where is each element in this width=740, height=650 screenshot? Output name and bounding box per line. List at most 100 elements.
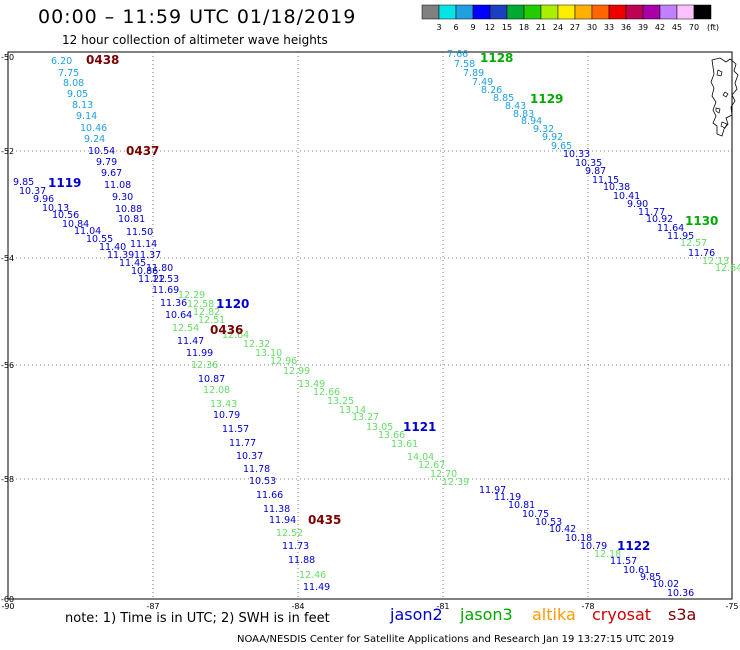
swh-value: 9.24 (84, 134, 105, 145)
swh-value: 10.53 (249, 476, 276, 487)
lon-tick-label: -87 (146, 602, 159, 611)
colorbar-label: 15 (502, 23, 512, 32)
map-subtitle: 12 hour collection of altimeter wave hei… (62, 33, 328, 47)
colorbar-unit: (ft) (707, 23, 719, 32)
swh-value: 10.46 (80, 123, 107, 134)
graticule (8, 52, 732, 599)
swh-value: 9.85 (13, 177, 34, 188)
swh-value: 10.61 (623, 565, 650, 576)
swh-value: 11.39 (107, 250, 134, 261)
swh-value: 8.43 (505, 101, 526, 112)
lon-tick-label: -78 (581, 602, 594, 611)
swh-value: 13.14 (339, 405, 366, 416)
colorbar-swatch (421, 4, 440, 20)
swh-value: 13.66 (378, 430, 405, 441)
swh-value: 12.67 (418, 460, 445, 471)
colorbar-swatch (693, 4, 712, 20)
lon-tick-label: -84 (291, 602, 304, 611)
coastline-patagonia (710, 57, 739, 137)
swh-value: 13.61 (391, 439, 418, 450)
swh-value: 13.10 (255, 348, 282, 359)
satellite-legend-altika: altika (532, 605, 576, 624)
colorbar-label: 24 (553, 23, 563, 32)
swh-value: 10.54 (88, 146, 115, 157)
swh-value: 11.40 (99, 242, 126, 253)
colorbar-label: 39 (638, 23, 648, 32)
footer-note: note: 1) Time is in UTC; 2) SWH is in fe… (65, 611, 330, 626)
swh-value: 11.19 (494, 492, 521, 503)
swh-value: 7.75 (58, 68, 79, 79)
swh-value: 10.64 (165, 310, 192, 321)
swh-tracks: 6.207.758.089.058.139.1410.469.2410.549.… (13, 49, 740, 599)
swh-value: 11.57 (222, 424, 249, 435)
swh-value: 10.35 (575, 158, 602, 169)
swh-value: 8.85 (493, 93, 514, 104)
swh-value: 10.41 (613, 191, 640, 202)
swh-value: 9.67 (101, 168, 122, 179)
colorbar-label: 6 (453, 23, 458, 32)
swh-value: 11.94 (269, 515, 296, 526)
swh-value: 10.42 (549, 524, 576, 535)
swh-value: 12.46 (299, 570, 326, 581)
pass-time-label: 1129 (530, 92, 563, 106)
swh-value: 11.45 (119, 258, 146, 269)
pass-time-label: 1120 (216, 297, 249, 311)
colorbar-swatch (642, 4, 661, 20)
coastline-islands (715, 69, 729, 129)
lon-tick-label: -81 (436, 602, 449, 611)
swh-value: 9.32 (533, 124, 554, 135)
swh-value: 11.80 (146, 263, 173, 274)
pass-time-label: 0436 (210, 323, 243, 337)
pass-time-label: 0437 (126, 144, 159, 158)
swh-value: 12.58 (187, 299, 214, 310)
swh-value: 10.75 (522, 509, 549, 520)
swh-value: 8.83 (513, 109, 534, 120)
colorbar-label: 27 (570, 23, 580, 32)
pass-labels: 0438 0437 1119 0436 1120 0435 1121 1122 1128 1129… (48, 51, 718, 553)
colorbar-label: 9 (470, 23, 475, 32)
swh-value: 8.13 (72, 100, 93, 111)
swh-value: 10.87 (198, 374, 225, 385)
swh-value: 10.37 (19, 186, 46, 197)
swh-value: 10.36 (667, 588, 694, 599)
swh-value: 12.99 (283, 366, 310, 377)
swh-value: 11.76 (688, 248, 715, 259)
colorbar-label: 33 (604, 23, 614, 32)
colorbar: 3 6 9 12 15 18 21 24 27 30 33 36 39 42 45 70 (ft) (421, 4, 719, 32)
colorbar-swatch (540, 4, 559, 20)
swh-value: 10.79 (580, 541, 607, 552)
pass-time-label: 0438 (86, 53, 119, 67)
swh-value: 10.37 (236, 451, 263, 462)
pass-time-label: 1128 (480, 51, 513, 65)
swh-value: 11.78 (243, 464, 270, 475)
axis-labels: -90 -87 -84 -81 -78 -75 -50 -52 -54 -56 -58 -60 (1, 53, 739, 611)
swh-value: 12.52 (276, 528, 303, 539)
swh-value: 10.53 (535, 517, 562, 528)
swh-value: 10.13 (42, 203, 69, 214)
swh-value: 11.49 (303, 582, 330, 593)
swh-value: 10.86 (131, 266, 158, 277)
colorbar-label: 18 (519, 23, 529, 32)
colorbar-label: 42 (655, 23, 665, 32)
lat-tick-label: -60 (1, 595, 14, 604)
swh-value: 9.65 (551, 141, 572, 152)
swh-value: 12.66 (313, 387, 340, 398)
swh-value: 7.58 (454, 59, 475, 70)
lat-tick-label: -56 (1, 361, 14, 370)
lat-tick-label: -52 (1, 147, 14, 156)
swh-value: 13.25 (327, 396, 354, 407)
swh-value: 11.22 (138, 274, 165, 285)
swh-value: 9.96 (33, 194, 54, 205)
swh-value: 11.04 (74, 226, 101, 237)
colorbar-label: 45 (672, 23, 682, 32)
track-cryosat_1128_1129: 7.667.587.897.498.268.858.438.838.949.32… (447, 49, 572, 152)
swh-value: 9.85 (640, 572, 661, 583)
swh-value: 11.38 (263, 504, 290, 515)
swh-value: 11.57 (610, 556, 637, 567)
swh-value: 11.64 (657, 223, 684, 234)
swh-value: 11.97 (479, 485, 506, 496)
swh-value: 11.77 (229, 438, 256, 449)
